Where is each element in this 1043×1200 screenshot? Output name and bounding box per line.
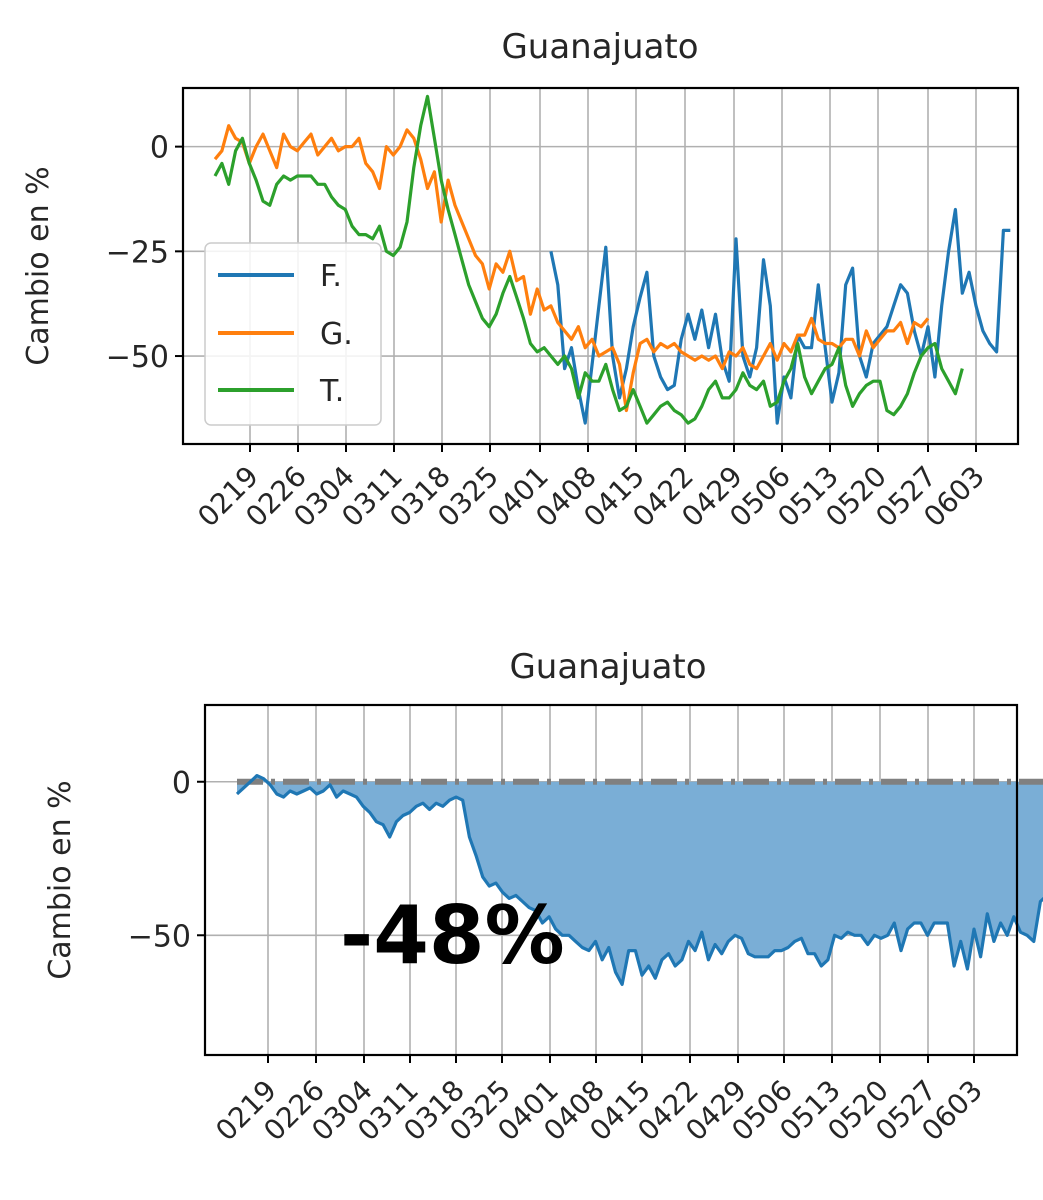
y-tick-label: 0 (150, 131, 169, 166)
legend-label-g: G. (320, 317, 353, 352)
y-tick-label: 0 (172, 766, 191, 801)
series-line-t (213, 94, 964, 425)
legend-label-f: F. (320, 259, 342, 294)
legend-label-t: T. (319, 374, 344, 409)
legend: F. G. T. (204, 242, 382, 426)
y-tick-label: −50 (128, 919, 191, 954)
y-axis-label: Cambio en % (43, 780, 78, 979)
series-line-f (549, 207, 1011, 425)
y-tick-label: −25 (106, 235, 169, 270)
y-axis: 0 −50 (128, 766, 205, 954)
area-chart: Guanajuato 0 −50 021902260304031103180325… (43, 647, 1043, 1147)
plot-frame (181, 86, 1020, 446)
line-chart: Guanajuato 0 −25 −50 021902260304031103180… (21, 27, 1020, 533)
plot-frame (203, 703, 1019, 1057)
series-line-g (213, 124, 930, 413)
series-layer (235, 774, 1043, 986)
chart-title: Guanajuato (509, 647, 706, 687)
y-axis: 0 −25 −50 (106, 131, 183, 375)
series-layer (213, 94, 1011, 425)
x-axis: 0219022603040311031803250401040804150422… (209, 1055, 989, 1147)
y-axis-label: Cambio en % (21, 166, 56, 365)
average-change-annotation: -48% (340, 889, 565, 982)
series-line-main (235, 774, 1043, 986)
y-tick-label: −50 (106, 340, 169, 375)
area-fill (237, 775, 1043, 985)
x-axis: 0219022603040311031803250401040804150422… (191, 444, 991, 533)
chart-title: Guanajuato (501, 27, 698, 67)
